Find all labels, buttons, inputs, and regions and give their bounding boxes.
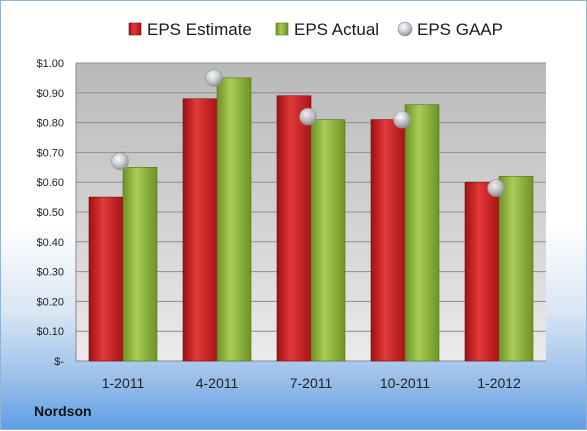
y-tick-label: $0.50 xyxy=(36,207,64,219)
y-tick-label: $0.90 xyxy=(36,88,64,100)
y-tick-label: $0.30 xyxy=(36,267,64,279)
legend-label: EPS Estimate xyxy=(147,20,252,39)
x-tick-label: 10-2011 xyxy=(380,375,431,391)
y-axis-ticks: $- $0.10 $0.20 $0.30 $0.40 $0.50 $0.60 $0.70 $0.… xyxy=(36,58,64,368)
legend-label: EPS Actual xyxy=(294,20,379,39)
legend-swatch xyxy=(397,21,413,37)
y-tick-label: $0.20 xyxy=(36,296,64,308)
legend-swatch xyxy=(128,22,142,36)
y-tick-label: $0.10 xyxy=(36,326,64,338)
y-tick-label: $- xyxy=(54,356,64,368)
y-tick-label: $0.40 xyxy=(36,237,64,249)
estimate-bar-1-2012 xyxy=(464,181,500,362)
actual-bar-4-2011 xyxy=(216,77,252,362)
bar-series xyxy=(88,77,534,362)
x-axis-ticks: 1-2011 4-2011 7-2011 10-2011 1-2012 xyxy=(102,375,521,391)
gaap-markers xyxy=(111,69,505,197)
actual-bar-1-2011 xyxy=(122,167,158,362)
actual-bar-1-2012 xyxy=(498,175,534,362)
y-tick-label: $0.70 xyxy=(36,147,64,159)
gaap-marker-4-2011 xyxy=(205,69,223,87)
estimate-bar-1-2011 xyxy=(88,196,124,362)
chart-legend: EPS Estimate EPS Actual EPS GAAP xyxy=(128,20,503,39)
legend-swatch xyxy=(275,22,289,36)
actual-bar-7-2011 xyxy=(310,119,346,362)
estimate-bar-10-2011 xyxy=(370,119,406,362)
estimate-bar-7-2011 xyxy=(276,95,312,362)
gaap-marker-10-2011 xyxy=(393,110,411,129)
estimate-bar-4-2011 xyxy=(182,98,218,362)
gaap-marker-1-2012 xyxy=(487,179,505,197)
x-tick-label: 4-2011 xyxy=(196,375,239,391)
y-tick-label: $1.00 xyxy=(36,58,64,70)
y-tick-label: $0.60 xyxy=(36,177,64,189)
x-tick-label: 1-2011 xyxy=(102,375,145,391)
y-tick-label: $0.80 xyxy=(36,118,64,130)
x-tick-label: 7-2011 xyxy=(290,375,333,391)
gaap-marker-1-2011 xyxy=(111,152,129,171)
gaap-marker-7-2011 xyxy=(299,107,317,126)
x-tick-label: 1-2012 xyxy=(477,375,521,391)
legend-label: EPS GAAP xyxy=(417,20,503,39)
company-label: Nordson xyxy=(34,403,92,419)
actual-bar-10-2011 xyxy=(404,104,440,362)
